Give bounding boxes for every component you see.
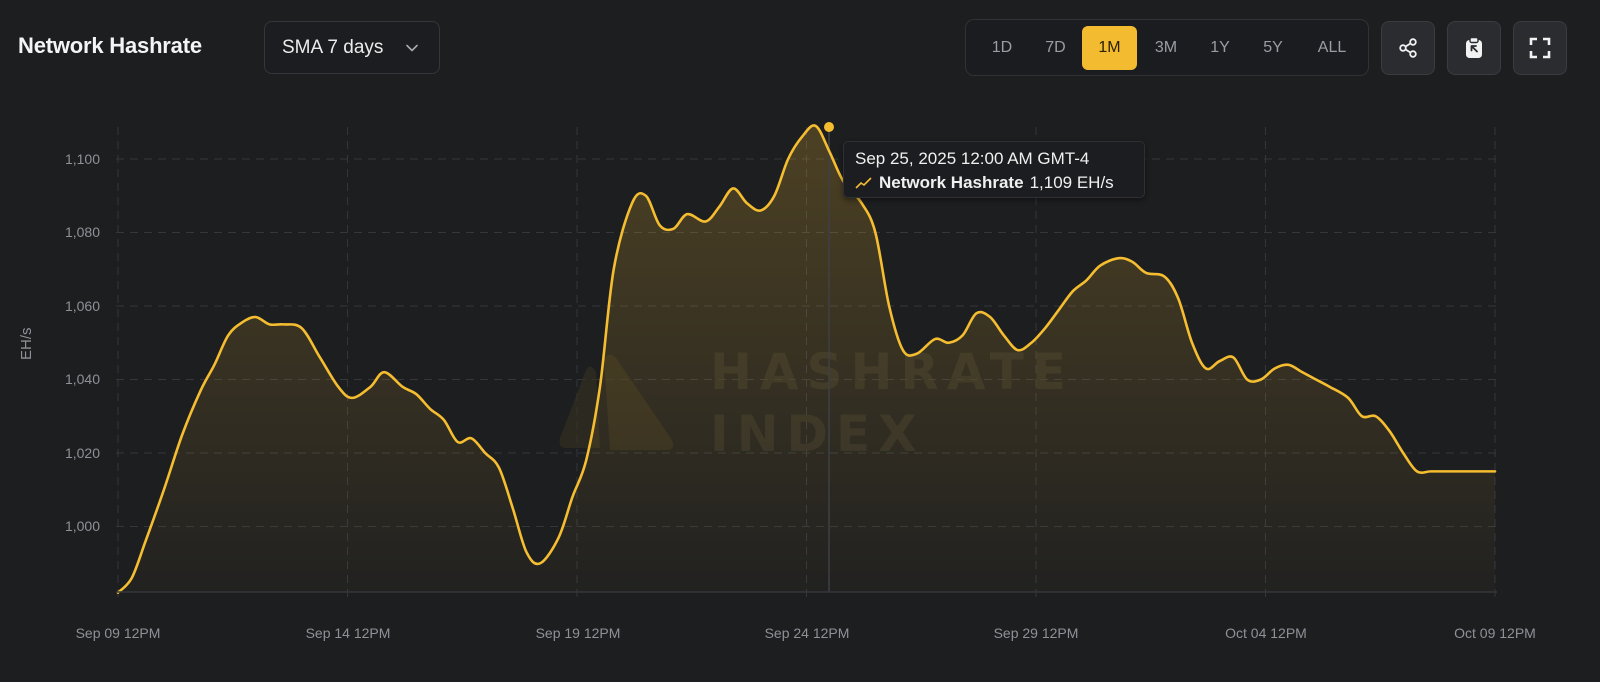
tooltip-series-label: Network Hashrate <box>879 173 1024 192</box>
chart-tooltip: Sep 25, 2025 12:00 AM GMT-4 Network Hash… <box>843 141 1145 198</box>
range-option-1y[interactable]: 1Y <box>1210 38 1230 56</box>
clipboard-icon <box>1466 36 1482 58</box>
tooltip-date: Sep 25, 2025 12:00 AM GMT-4 <box>855 149 1090 168</box>
time-range-selector: 1D 7D 1M 3M 1Y 5Y ALL <box>965 19 1369 76</box>
x-tick: Sep 19 12PM <box>535 625 621 641</box>
fullscreen-button[interactable] <box>1513 21 1567 75</box>
page-title: Network Hashrate <box>18 33 202 58</box>
y-tick: 1,040 <box>64 371 100 387</box>
y-tick: 1,020 <box>64 445 100 461</box>
share-icon <box>1399 38 1417 58</box>
y-tick: 1,000 <box>64 518 100 534</box>
smoothing-select[interactable]: SMA 7 days <box>264 21 440 74</box>
x-tick: Sep 09 12PM <box>75 625 161 641</box>
share-button[interactable] <box>1381 21 1435 75</box>
x-tick: Sep 14 12PM <box>305 625 391 641</box>
highlight-point <box>824 122 834 132</box>
x-tick: Sep 29 12PM <box>993 625 1079 641</box>
range-option-7d[interactable]: 7D <box>1045 38 1066 56</box>
range-option-5y[interactable]: 5Y <box>1263 38 1283 56</box>
copy-to-clipboard-button[interactable] <box>1447 21 1501 75</box>
hashrate-area <box>118 125 1495 593</box>
range-option-all[interactable]: ALL <box>1317 38 1347 56</box>
x-tick: Sep 24 12PM <box>764 625 850 641</box>
y-tick: 1,060 <box>64 298 100 314</box>
y-tick: 1,080 <box>64 224 100 240</box>
x-tick: Oct 09 12PM <box>1454 625 1536 641</box>
range-option-1m[interactable]: 1M <box>1082 25 1137 70</box>
tooltip-value: 1,109 EH/s <box>1029 173 1114 192</box>
x-tick: Oct 04 12PM <box>1225 625 1307 641</box>
smoothing-select-value: SMA 7 days <box>282 36 384 58</box>
line-series-icon <box>855 177 872 189</box>
range-option-3m[interactable]: 3M <box>1154 38 1178 56</box>
range-option-1d[interactable]: 1D <box>991 38 1013 56</box>
chevron-down-icon <box>406 44 418 52</box>
fullscreen-icon <box>1529 37 1551 59</box>
y-tick: 1,100 <box>64 151 100 167</box>
hashrate-line <box>116 124 1497 594</box>
